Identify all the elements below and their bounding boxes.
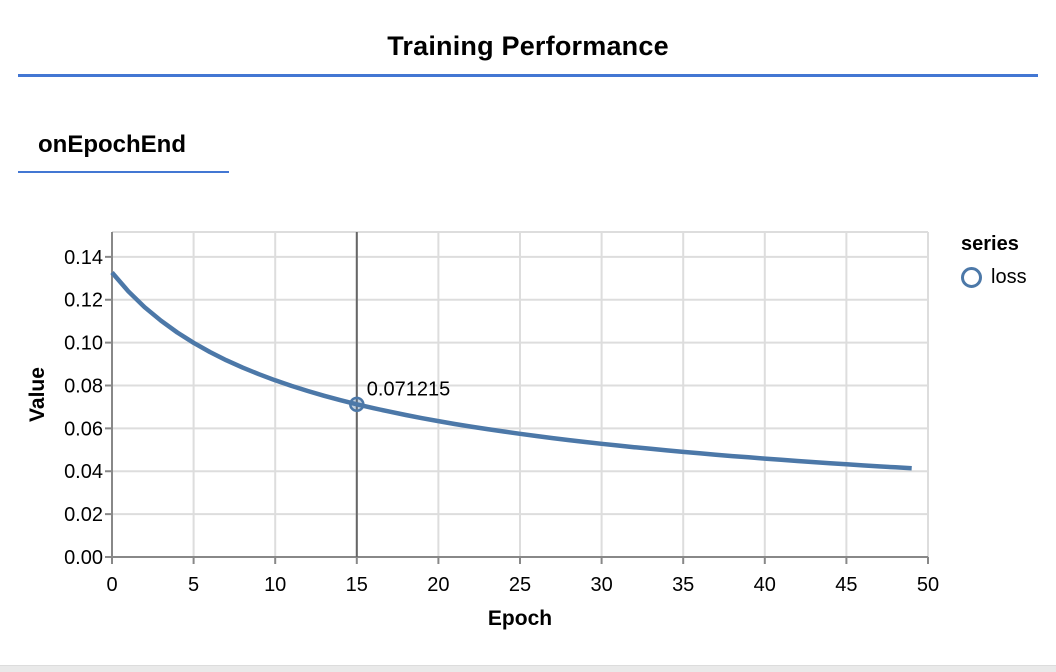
section-heading-underline (18, 171, 229, 173)
x-axis-tick-label: 25 (509, 574, 531, 596)
legend-item-loss[interactable]: loss (961, 266, 1027, 289)
y-axis-title: Value (26, 367, 49, 422)
x-axis-tick-label: 45 (835, 574, 857, 596)
x-axis-tick-label: 50 (917, 574, 939, 596)
legend-circle-icon (961, 267, 982, 288)
legend: series loss (961, 233, 1027, 289)
y-axis-tick-label: 0.14 (64, 247, 103, 269)
y-axis-tick-label: 0.06 (64, 418, 103, 440)
legend-title: series (961, 233, 1019, 255)
x-axis-tick-label: 0 (106, 574, 117, 596)
y-axis-tick-label: 0.08 (64, 375, 103, 397)
x-axis-tick-label: 10 (264, 574, 286, 596)
y-axis-tick-label: 0.12 (64, 290, 103, 312)
x-axis-tick-label: 5 (188, 574, 199, 596)
title-divider (18, 74, 1038, 77)
series-line-loss (110, 271, 912, 471)
x-axis-tick-label: 15 (346, 574, 368, 596)
hover-value-label: 0.071215 (367, 378, 450, 400)
x-axis-tick-label: 35 (672, 574, 694, 596)
page-title: Training Performance (387, 31, 669, 61)
x-axis-tick-label: 30 (590, 574, 612, 596)
x-axis-tick-label: 20 (427, 574, 449, 596)
y-axis-tick-label: 0.00 (64, 547, 103, 569)
x-axis-title: Epoch (488, 607, 552, 630)
y-axis-tick-label: 0.10 (64, 333, 103, 355)
legend-item-label: loss (991, 266, 1027, 288)
plot-hover-area[interactable] (112, 232, 928, 557)
hover-point-marker (349, 396, 365, 413)
bottom-strip (0, 665, 1056, 672)
section-heading: onEpochEnd (38, 131, 186, 158)
y-axis-tick-label: 0.04 (64, 461, 103, 483)
y-axis-tick-label: 0.02 (64, 504, 103, 526)
x-axis-tick-label: 40 (754, 574, 776, 596)
